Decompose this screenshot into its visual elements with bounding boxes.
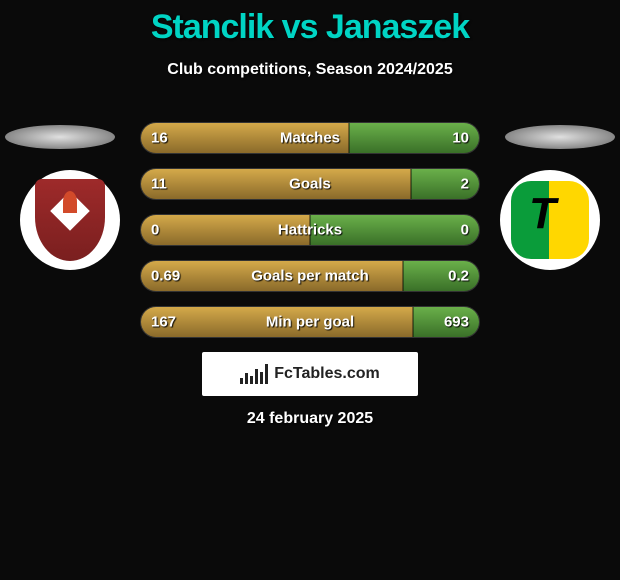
stat-bar: 0.69 Goals per match 0.2 [140, 260, 480, 292]
site-logo[interactable]: FcTables.com [202, 352, 418, 396]
stat-value-left: 0 [151, 222, 159, 239]
stat-bars: 16 Matches 10 11 Goals 2 0 Hattricks 0 0… [140, 122, 480, 352]
page-subtitle: Club competitions, Season 2024/2025 [0, 61, 620, 79]
stat-value-left: 0.69 [151, 268, 180, 285]
stat-bar: 167 Min per goal 693 [140, 306, 480, 338]
shield-icon [35, 179, 105, 261]
site-logo-text: FcTables.com [274, 365, 380, 383]
page-title: Stanclik vs Janaszek [0, 0, 620, 47]
stat-label: Goals per match [251, 268, 369, 285]
stat-value-left: 11 [151, 176, 167, 193]
stat-label: Matches [280, 130, 340, 147]
stat-bar: 16 Matches 10 [140, 122, 480, 154]
bars-icon [240, 364, 268, 384]
club-logo-icon: T [511, 181, 589, 259]
team-crest-left [20, 170, 120, 270]
stat-value-right: 0 [461, 222, 469, 239]
team-crest-right: T [500, 170, 600, 270]
stat-label: Min per goal [266, 314, 354, 331]
stat-label: Goals [289, 176, 331, 193]
stat-value-left: 16 [151, 130, 168, 147]
shadow-ellipse-left [5, 125, 115, 149]
stat-value-right: 693 [444, 314, 469, 331]
stat-label: Hattricks [278, 222, 342, 239]
stat-value-right: 10 [452, 130, 469, 147]
bar-fill-left [141, 169, 411, 199]
stat-value-right: 0.2 [448, 268, 469, 285]
stat-value-left: 167 [151, 314, 176, 331]
date-label: 24 february 2025 [247, 410, 373, 428]
stat-bar: 0 Hattricks 0 [140, 214, 480, 246]
stat-bar: 11 Goals 2 [140, 168, 480, 200]
stat-value-right: 2 [461, 176, 469, 193]
shadow-ellipse-right [505, 125, 615, 149]
